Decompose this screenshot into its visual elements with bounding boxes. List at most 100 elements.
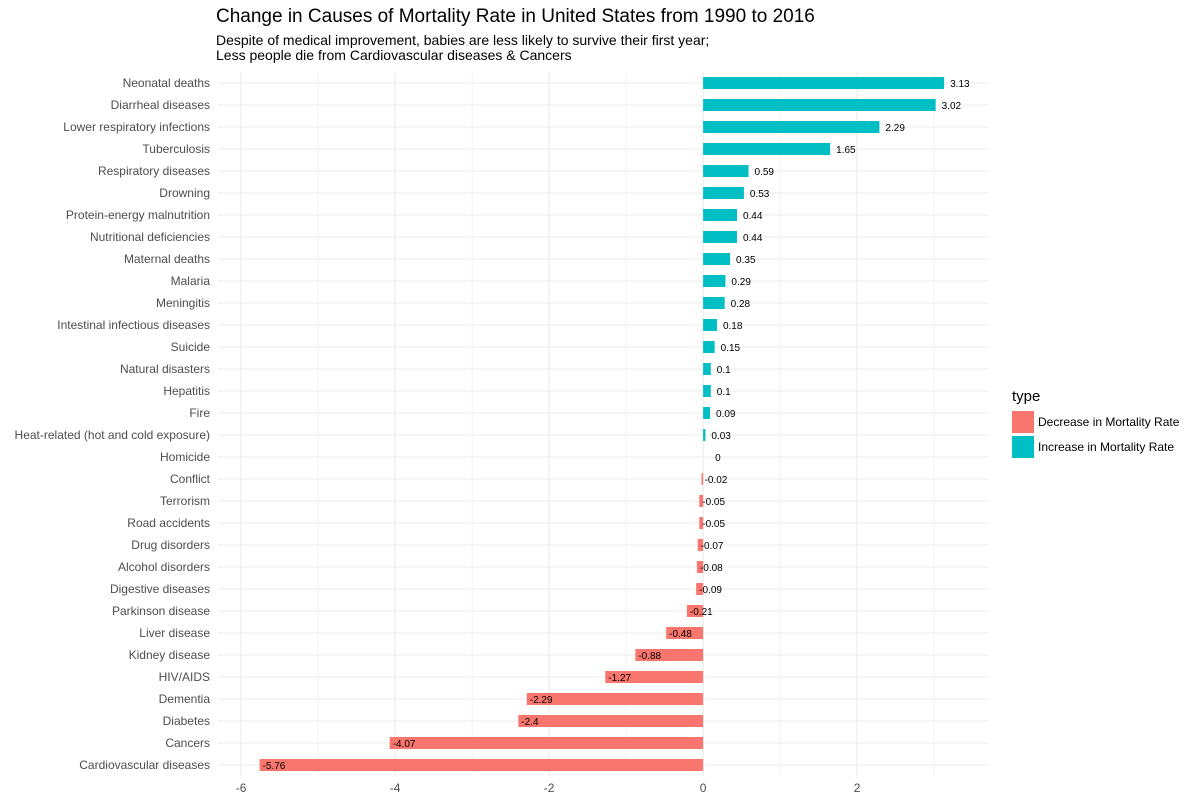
category-label: Meningitis bbox=[156, 296, 210, 310]
subtitle-line-2: Less people die from Cardiovascular dise… bbox=[216, 47, 572, 63]
category-label: Natural disasters bbox=[120, 362, 210, 376]
bar bbox=[703, 407, 711, 419]
bar bbox=[703, 187, 744, 199]
legend-swatch-decrease bbox=[1012, 410, 1034, 433]
category-label: Parkinson disease bbox=[112, 604, 210, 618]
x-tick-label: -2 bbox=[544, 781, 555, 795]
category-label: Maternal deaths bbox=[124, 252, 210, 266]
legend-title: type bbox=[1012, 388, 1041, 405]
value-label: -0.02 bbox=[705, 475, 728, 486]
bar bbox=[696, 583, 704, 595]
bar bbox=[703, 363, 711, 375]
value-label: 0.09 bbox=[716, 409, 736, 420]
value-label: -1.27 bbox=[608, 673, 631, 684]
bar bbox=[703, 429, 706, 441]
category-label: Neonatal deaths bbox=[123, 76, 210, 90]
category-label: Hepatitis bbox=[163, 384, 210, 398]
value-label: -0.05 bbox=[702, 497, 725, 508]
category-label: Heat-related (hot and cold exposure) bbox=[15, 428, 210, 442]
chart-subtitle: Despite of medical improvement, babies a… bbox=[216, 33, 709, 63]
category-label: Conflict bbox=[170, 472, 211, 486]
bar bbox=[518, 715, 704, 727]
bar bbox=[526, 693, 704, 705]
x-tick-label: -4 bbox=[390, 781, 401, 795]
bar bbox=[635, 649, 704, 661]
bar bbox=[703, 231, 737, 243]
value-label: -0.09 bbox=[699, 585, 722, 596]
bar bbox=[703, 341, 715, 353]
bar bbox=[703, 319, 717, 331]
category-label: Lower respiratory infections bbox=[63, 120, 210, 134]
category-label: Cancers bbox=[165, 736, 210, 750]
category-label: Alcohol disorders bbox=[118, 560, 210, 574]
legend-swatch-increase bbox=[1012, 435, 1034, 458]
value-label: 0.53 bbox=[750, 189, 770, 200]
category-label: Fire bbox=[189, 406, 210, 420]
value-label: -0.48 bbox=[669, 629, 692, 640]
value-label: 0.03 bbox=[711, 431, 731, 442]
bar bbox=[697, 539, 704, 551]
bar bbox=[701, 473, 704, 485]
category-label: HIV/AIDS bbox=[159, 670, 210, 684]
bar bbox=[703, 275, 726, 287]
value-label: 2.29 bbox=[885, 123, 905, 134]
category-label: Cardiovascular diseases bbox=[79, 758, 210, 772]
bar bbox=[703, 209, 737, 221]
bar bbox=[703, 121, 880, 133]
x-tick-label: 0 bbox=[700, 781, 707, 795]
category-label: Terrorism bbox=[160, 494, 210, 508]
value-label: -4.07 bbox=[393, 739, 416, 750]
bar bbox=[703, 253, 731, 265]
category-label: Digestive diseases bbox=[110, 582, 210, 596]
value-label: -0.05 bbox=[702, 519, 725, 530]
value-label: 0.29 bbox=[731, 277, 751, 288]
value-label: 0.59 bbox=[755, 167, 775, 178]
category-label: Liver disease bbox=[139, 626, 210, 640]
value-label: -0.88 bbox=[638, 651, 661, 662]
category-label: Malaria bbox=[171, 274, 211, 288]
bar bbox=[259, 759, 704, 771]
bar bbox=[703, 77, 945, 89]
value-label: -0.21 bbox=[690, 607, 713, 618]
value-label: -0.07 bbox=[701, 541, 724, 552]
bar bbox=[696, 561, 704, 573]
category-label: Suicide bbox=[171, 340, 211, 354]
legend-item-increase: Increase in Mortality Rate bbox=[1012, 434, 1179, 459]
bar bbox=[605, 671, 704, 683]
legend-item-decrease: Decrease in Mortality Rate bbox=[1012, 409, 1179, 434]
value-label: -0.08 bbox=[700, 563, 723, 574]
category-label: Nutritional deficiencies bbox=[90, 230, 210, 244]
subtitle-line-1: Despite of medical improvement, babies a… bbox=[216, 32, 710, 48]
value-label: 1.65 bbox=[836, 145, 856, 156]
category-label: Road accidents bbox=[127, 516, 210, 530]
legend-label-decrease: Decrease in Mortality Rate bbox=[1038, 414, 1180, 429]
bar bbox=[699, 517, 704, 529]
bar bbox=[703, 297, 725, 309]
category-label: Diarrheal diseases bbox=[111, 98, 210, 112]
x-tick-label: -6 bbox=[236, 781, 247, 795]
category-label: Dementia bbox=[159, 692, 211, 706]
category-label: Kidney disease bbox=[129, 648, 211, 662]
category-label: Respiratory diseases bbox=[98, 164, 210, 178]
bar bbox=[686, 605, 704, 617]
value-label: 0.28 bbox=[731, 299, 751, 310]
value-label: 0.1 bbox=[717, 365, 731, 376]
legend: type Decrease in Mortality Rate Increase… bbox=[1012, 388, 1179, 459]
category-label: Tuberculosis bbox=[142, 142, 210, 156]
chart-title: Change in Causes of Mortality Rate in Un… bbox=[216, 6, 815, 27]
value-label: 0.18 bbox=[723, 321, 743, 332]
value-label: 0.15 bbox=[721, 343, 741, 354]
bar bbox=[703, 385, 711, 397]
value-label: 0.35 bbox=[736, 255, 756, 266]
category-label: Intestinal infectious diseases bbox=[57, 318, 210, 332]
bar bbox=[699, 495, 704, 507]
value-label: 0 bbox=[715, 453, 721, 464]
category-label: Drowning bbox=[159, 186, 210, 200]
value-label: -2.29 bbox=[530, 695, 553, 706]
x-tick-label: 2 bbox=[854, 781, 861, 795]
bar bbox=[389, 737, 704, 749]
value-label: 3.13 bbox=[950, 79, 970, 90]
bar bbox=[666, 627, 704, 639]
value-label: -5.76 bbox=[263, 761, 286, 772]
